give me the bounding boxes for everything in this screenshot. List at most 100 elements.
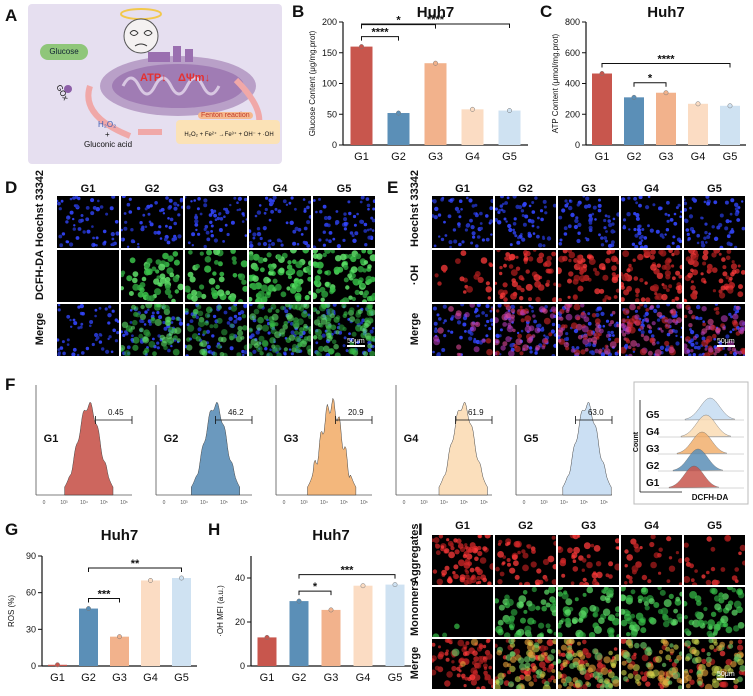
- overlay-x-label: DCFH-DA: [692, 493, 729, 502]
- data-point: [296, 598, 302, 604]
- gate-percent: 0.45: [108, 408, 124, 417]
- bar-g5: [385, 584, 405, 666]
- x-tick-label: 10⁵: [340, 500, 348, 506]
- significance-bracket: [88, 567, 182, 572]
- fenton-box: [176, 120, 280, 144]
- column-header-g1: G1: [455, 520, 470, 532]
- x-tick-label: 10⁴: [320, 500, 328, 506]
- significance-bracket: [361, 36, 399, 41]
- column-header-g2: G2: [518, 183, 533, 195]
- histogram-peak: [438, 401, 488, 496]
- micrograph-g1: [57, 196, 119, 248]
- histogram-group-label: G1: [44, 433, 59, 445]
- micrograph-g2: [495, 304, 556, 356]
- micrograph-g1: [432, 304, 493, 356]
- y-tick-label: 150: [322, 48, 337, 58]
- bar-g3: [656, 92, 676, 145]
- x-tick-label: 10⁴: [80, 500, 88, 506]
- y-tick-label: 400: [565, 79, 580, 89]
- data-point: [433, 60, 438, 66]
- panel-label-h: H: [208, 520, 221, 539]
- column-header-g2: G2: [144, 183, 160, 195]
- y-tick-label: 0: [240, 661, 245, 671]
- significance-bracket: [633, 82, 667, 87]
- data-point: [727, 103, 733, 109]
- x-tick-label: 10⁶: [480, 500, 488, 506]
- panel-label-d: D: [5, 178, 18, 197]
- membrane-potential-label: ΔΨm↓: [178, 72, 211, 84]
- significance-label: ***: [341, 565, 355, 577]
- histogram-group-label: G4: [404, 433, 420, 445]
- atp-down-label: ATP↓: [140, 72, 167, 84]
- micrograph-g2: [495, 250, 556, 302]
- significance-bracket: [298, 574, 396, 579]
- micrograph-g1: [432, 535, 493, 585]
- significance-bracket: [88, 598, 120, 603]
- y-tick-label: 90: [26, 551, 36, 561]
- overlay-peak-g1: [668, 465, 720, 489]
- micrograph-g5: [313, 250, 375, 302]
- column-header-g2: G2: [518, 520, 533, 532]
- data-point: [179, 575, 184, 581]
- micrograph-g2: [495, 535, 556, 585]
- data-point: [599, 71, 605, 76]
- x-tick-label: 10⁵: [460, 500, 468, 506]
- panel-label-f: F: [5, 375, 16, 394]
- x-tick-label: G5: [723, 151, 738, 163]
- histogram-peak: [64, 401, 114, 496]
- x-tick-label: G4: [465, 151, 480, 163]
- histogram-group-label: G3: [284, 433, 299, 445]
- x-tick-label: G2: [391, 151, 406, 163]
- x-tick-label: G3: [659, 151, 674, 163]
- x-tick-label: G2: [81, 672, 96, 684]
- column-header-g3: G3: [208, 183, 224, 195]
- histogram-group-label: G2: [164, 433, 179, 445]
- data-point: [55, 662, 60, 668]
- micrograph-g5: [684, 250, 745, 302]
- x-tick-label: 10⁵: [100, 500, 108, 506]
- overlay-peak-g2: [672, 448, 724, 472]
- significance-label: *: [396, 15, 401, 27]
- overlay-y-label: Count: [633, 431, 640, 452]
- data-point: [392, 582, 398, 588]
- x-tick-label: G2: [292, 672, 307, 684]
- micrograph-g1: [57, 304, 119, 356]
- schematic-art: [64, 8, 280, 144]
- data-point: [360, 583, 366, 589]
- bar-g2: [387, 113, 410, 145]
- x-tick-label: 0: [403, 500, 406, 506]
- data-point: [695, 101, 701, 107]
- panel-label-a: A: [5, 6, 18, 25]
- column-header-g5: G5: [707, 520, 722, 532]
- bar-g4: [353, 585, 373, 666]
- scale-bar: 50μm: [347, 338, 365, 347]
- y-axis-label: ·OH MFI (a.u.): [216, 585, 225, 637]
- data-point: [663, 90, 669, 96]
- y-tick-label: 40: [235, 573, 245, 583]
- panel-label-e: E: [387, 178, 399, 197]
- overlay-peak-g3: [676, 431, 728, 455]
- chart-atp: Huh7 0 200 400 600 800 ATP Content (μmol/mg.pr…: [551, 4, 746, 163]
- micrograph-g1: [432, 196, 493, 248]
- x-tick-label: 0: [283, 500, 286, 506]
- row-label: Merge: [409, 646, 421, 680]
- micrograph-g5: [684, 535, 745, 585]
- x-tick-label: G1: [260, 672, 275, 684]
- micrograph-g3: [558, 587, 619, 637]
- bar-g5: [498, 110, 521, 145]
- data-point: [470, 106, 475, 112]
- data-point: [396, 110, 401, 116]
- row-label: ·OH: [409, 264, 421, 286]
- bar-g3: [110, 636, 129, 666]
- data-point: [631, 94, 637, 100]
- x-tick-label: 10⁶: [240, 500, 248, 506]
- y-tick-label: 0: [575, 140, 580, 150]
- bar-g4: [141, 580, 160, 666]
- panel-label-c: C: [540, 2, 553, 21]
- micrograph-g3: [558, 196, 619, 248]
- y-axis-label: ROS (%): [7, 595, 16, 627]
- micrograph-g5: [684, 587, 745, 637]
- x-tick-label: 10⁶: [120, 500, 128, 506]
- micrograph-g4: [621, 639, 682, 689]
- bar-g2: [289, 601, 309, 666]
